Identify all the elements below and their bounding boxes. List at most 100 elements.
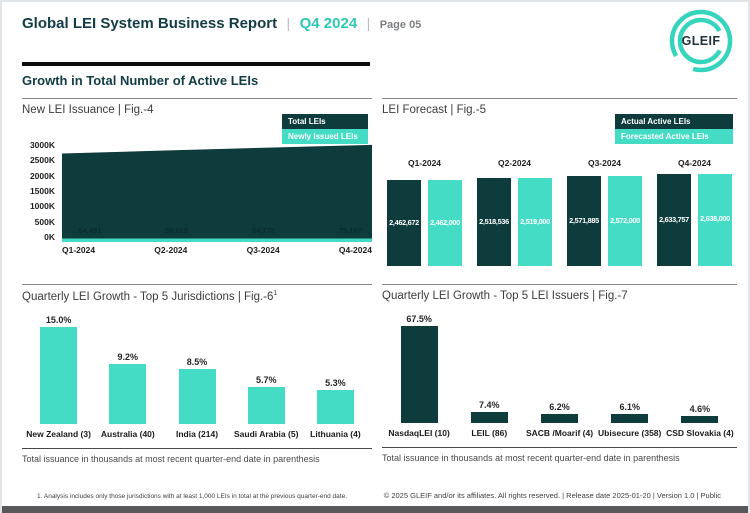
bar-column: 4.6% CSD Slovakia (4): [665, 310, 735, 440]
section-title: Growth in Total Number of Active LEIs: [22, 73, 258, 88]
bar-pair: 2,633,757 2,638,000: [657, 174, 732, 266]
bar-pair: 2,462,672 2,462,000: [387, 174, 462, 266]
quarter-label: Q4-2024: [678, 158, 711, 168]
report-page: Global LEI System Business Report | Q4 2…: [0, 0, 750, 513]
newly-issued-data-label: 75,157: [339, 226, 362, 235]
grouped-bar-chart-fig5: Q1-2024 2,462,672 2,462,000 Q2-2024 2,518,53…: [382, 158, 737, 266]
category-label: NasdaqLEI (10): [388, 428, 449, 440]
bar: [541, 414, 578, 423]
bar-value-label: 2,633,757: [659, 215, 689, 224]
category-label: CSD Slovakia (4): [666, 428, 734, 440]
y-axis-tick: 2000K: [22, 171, 55, 181]
bar-value-label: 9.2%: [118, 352, 139, 362]
forecast-bar: 2,462,000: [428, 180, 462, 266]
copyright-text: © 2025 GLEIF and/or its affiliates. All …: [384, 491, 721, 500]
chart-note-fig6: Total issuance in thousands at most rece…: [22, 449, 372, 464]
bar-chart-fig6: 15.0%New Zealand (3) 9.2% Australia (40) 8.…: [22, 311, 372, 441]
forecast-bar: 2,572,000: [608, 176, 642, 266]
category-label: Lithuania (4): [310, 429, 361, 441]
bar-value-label: 2,519,000: [520, 217, 550, 226]
bar-value-label: 67.5%: [406, 314, 432, 324]
newly-issued-data-label: 64,778: [252, 226, 275, 235]
panel-top5-lei-issuers: Quarterly LEI Growth - Top 5 LEI Issuers…: [382, 284, 737, 464]
bar-value-label: 15.0%: [46, 315, 72, 325]
y-axis-tick: 0K: [22, 232, 55, 242]
bar-value-label: 8.5%: [187, 357, 208, 367]
bar-chart-fig7: 67.5% NasdaqLEI (10) 7.4% LEIL (86) 6.2%SACB…: [382, 310, 737, 440]
y-axis-tick: 3000K: [22, 140, 55, 150]
quarter-label: Q3-2024: [588, 158, 621, 168]
bar-value-label: 7.4%: [479, 400, 500, 410]
legend-fig5: Actual Active LEIs Forecasted Active LEI…: [615, 114, 733, 144]
bar-column: 5.3% Lithuania (4): [301, 311, 370, 441]
quarter-label: Q2-2024: [498, 158, 531, 168]
bar-column: 6.1%Ubisecure (358): [595, 310, 665, 440]
bar: [40, 327, 77, 424]
y-axis-tick: 1500K: [22, 186, 55, 196]
bar: [471, 412, 508, 423]
area-series-icon: [62, 140, 372, 242]
forecast-bar: 2,638,000: [698, 174, 732, 266]
chart-title-fig7: Quarterly LEI Growth - Top 5 LEI Issuers…: [382, 290, 737, 302]
category-label: Australia (40): [101, 429, 155, 441]
title-divider: |: [367, 15, 371, 31]
chart-note-fig7: Total issuance in thousands at most rece…: [382, 448, 737, 463]
bar-value-label: 4.6%: [690, 404, 711, 414]
y-axis-tick: 500K: [22, 217, 55, 227]
bar-pair: 2,518,536 2,519,000: [477, 174, 552, 266]
legend-fig4: Total LEIs Newly Issued LEIs: [282, 114, 368, 144]
x-axis-tick: Q2-2024: [154, 245, 187, 255]
y-axis-tick: 1000K: [22, 201, 55, 211]
legend-item-total-leis: Total LEIs: [282, 114, 368, 129]
quarter-group: Q1-2024 2,462,672 2,462,000: [384, 158, 465, 266]
x-axis-fig4: Q1-2024 Q2-2024 Q3-2024 Q4-2024: [62, 245, 372, 255]
page-number: Page 05: [380, 19, 422, 31]
legend-item-forecasted-active-leis: Forecasted Active LEIs: [615, 129, 733, 144]
bar-column: 67.5% NasdaqLEI (10): [384, 310, 454, 440]
panel-top5-jurisdictions: Quarterly LEI Growth - Top 5 Jurisdictio…: [22, 284, 372, 464]
panel-lei-forecast: LEI Forecast | Fig.-5 Actual Active LEIs…: [382, 98, 737, 284]
category-label: LEIL (86): [471, 428, 507, 440]
forecast-bar: 2,519,000: [518, 178, 552, 266]
bar: [179, 369, 216, 424]
footnote-marker: 1: [273, 290, 277, 297]
window-bottom-strip: [2, 506, 748, 513]
y-axis-tick: 2500K: [22, 155, 55, 165]
title-divider: |: [287, 15, 291, 31]
bar-column: 15.0%New Zealand (3): [24, 311, 93, 441]
bar: [109, 364, 146, 424]
bar-value-label: 5.7%: [256, 375, 277, 385]
bar-value-label: 2,571,885: [569, 216, 599, 225]
bar-column: 9.2% Australia (40): [93, 311, 162, 441]
bar-column: 7.4% LEIL (86): [454, 310, 524, 440]
bar-column: 8.5%India (214): [162, 311, 231, 441]
bar-value-label: 2,462,672: [389, 218, 419, 227]
bar-column: 5.7% Saudi Arabia (5): [232, 311, 301, 441]
x-axis-tick: Q3-2024: [247, 245, 280, 255]
bar-value-label: 2,462,000: [430, 218, 460, 227]
x-axis-tick: Q1-2024: [62, 245, 95, 255]
bar: [611, 414, 648, 423]
chart-title-fig6-text: Quarterly LEI Growth - Top 5 Jurisdictio…: [22, 291, 273, 303]
gleif-logo: GLEIF: [668, 8, 734, 74]
bar: [401, 326, 438, 423]
quarter-label: Q1-2024: [408, 158, 441, 168]
page-footer: 1. Analysis includes only those jurisdic…: [37, 491, 721, 500]
gleif-logo-text: GLEIF: [668, 8, 734, 74]
bar: [248, 387, 285, 424]
bar-value-label: 2,638,000: [700, 214, 730, 223]
bar-column: 6.2%SACB /Moarif (4): [524, 310, 594, 440]
report-title: Global LEI System Business Report: [22, 15, 277, 32]
x-axis-tick: Q4-2024: [339, 245, 372, 255]
bar-pair: 2,571,885 2,572,000: [567, 174, 642, 266]
legend-item-newly-issued-leis: Newly Issued LEIs: [282, 129, 368, 144]
charts-grid: New LEI Issuance | Fig.-4 Total LEIs New…: [22, 98, 737, 464]
bar-value-label: 2,572,000: [610, 216, 640, 225]
actual-bar: 2,633,757: [657, 174, 691, 266]
quarter-group: Q4-2024 2,633,757 2,638,000: [654, 158, 735, 266]
category-label: Saudi Arabia (5): [234, 429, 298, 441]
panel-new-lei-issuance: New LEI Issuance | Fig.-4 Total LEIs New…: [22, 98, 372, 284]
section-divider-bar: [22, 62, 370, 66]
bar-value-label: 5.3%: [325, 378, 346, 388]
actual-bar: 2,518,536: [477, 178, 511, 266]
